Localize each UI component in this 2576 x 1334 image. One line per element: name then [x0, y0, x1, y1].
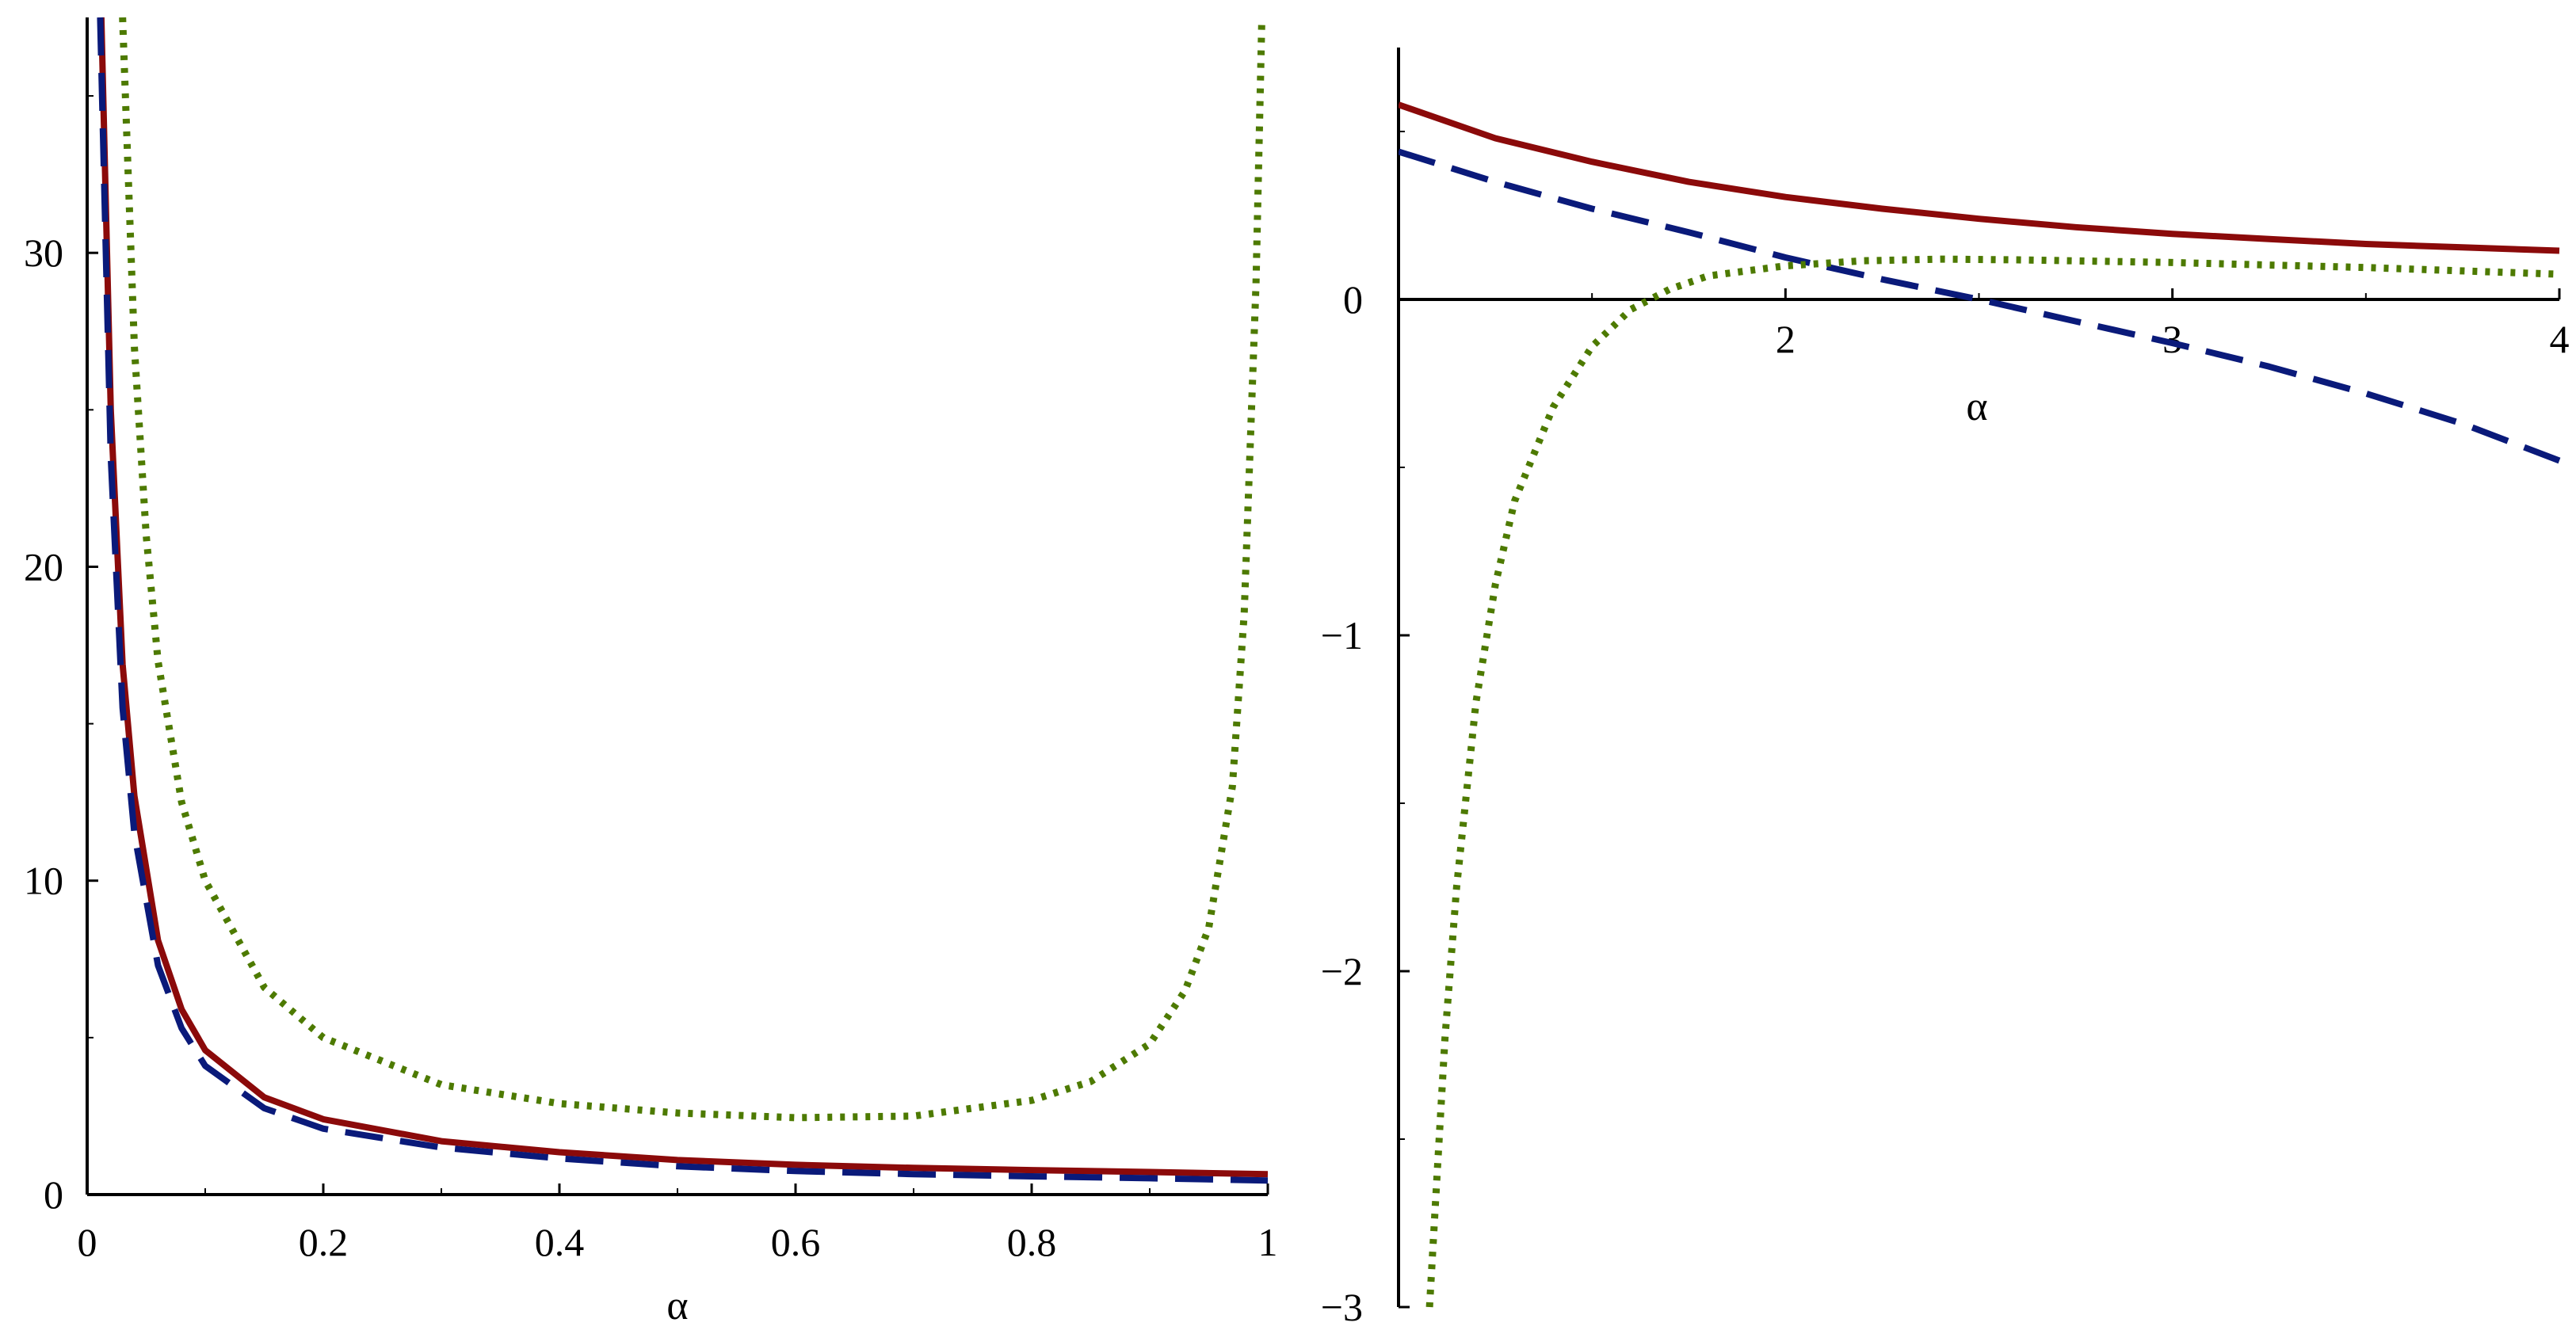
x-axis-label: α [666, 1283, 688, 1328]
series-line-dotted [119, 17, 1265, 1122]
y-tick-label: 30 [24, 231, 63, 275]
y-tick-label: 0 [1343, 277, 1363, 322]
y-tick-label: 20 [24, 544, 63, 589]
x-tick-label: 0.6 [771, 1220, 821, 1264]
series-line-dotted [1425, 255, 2560, 1308]
y-tick-label: 10 [24, 859, 63, 903]
x-axis-label: α [1966, 384, 1987, 429]
x-tick-label: 0.8 [1007, 1220, 1057, 1264]
series-line-solid [1399, 101, 2560, 254]
series-line-solid [97, 17, 1269, 1178]
x-tick-label: 4 [2550, 317, 2570, 361]
x-tick-label: 0.2 [299, 1220, 349, 1264]
y-tick-label: −3 [1321, 1285, 1363, 1329]
series-line-dashed [1399, 148, 2561, 464]
x-tick-label: 1 [1258, 1220, 1278, 1264]
x-tick-label: 2 [1776, 317, 1796, 361]
series-line-dashed [97, 17, 1269, 1184]
y-tick-label: −2 [1321, 949, 1363, 993]
x-tick-label: 0.4 [535, 1220, 585, 1264]
x-tick-label: 0 [78, 1220, 97, 1264]
right-panel-chart: 2 3 4−3−2−10α [1321, 48, 2570, 1329]
y-tick-label: 0 [44, 1172, 63, 1217]
y-tick-label: −1 [1321, 613, 1363, 657]
